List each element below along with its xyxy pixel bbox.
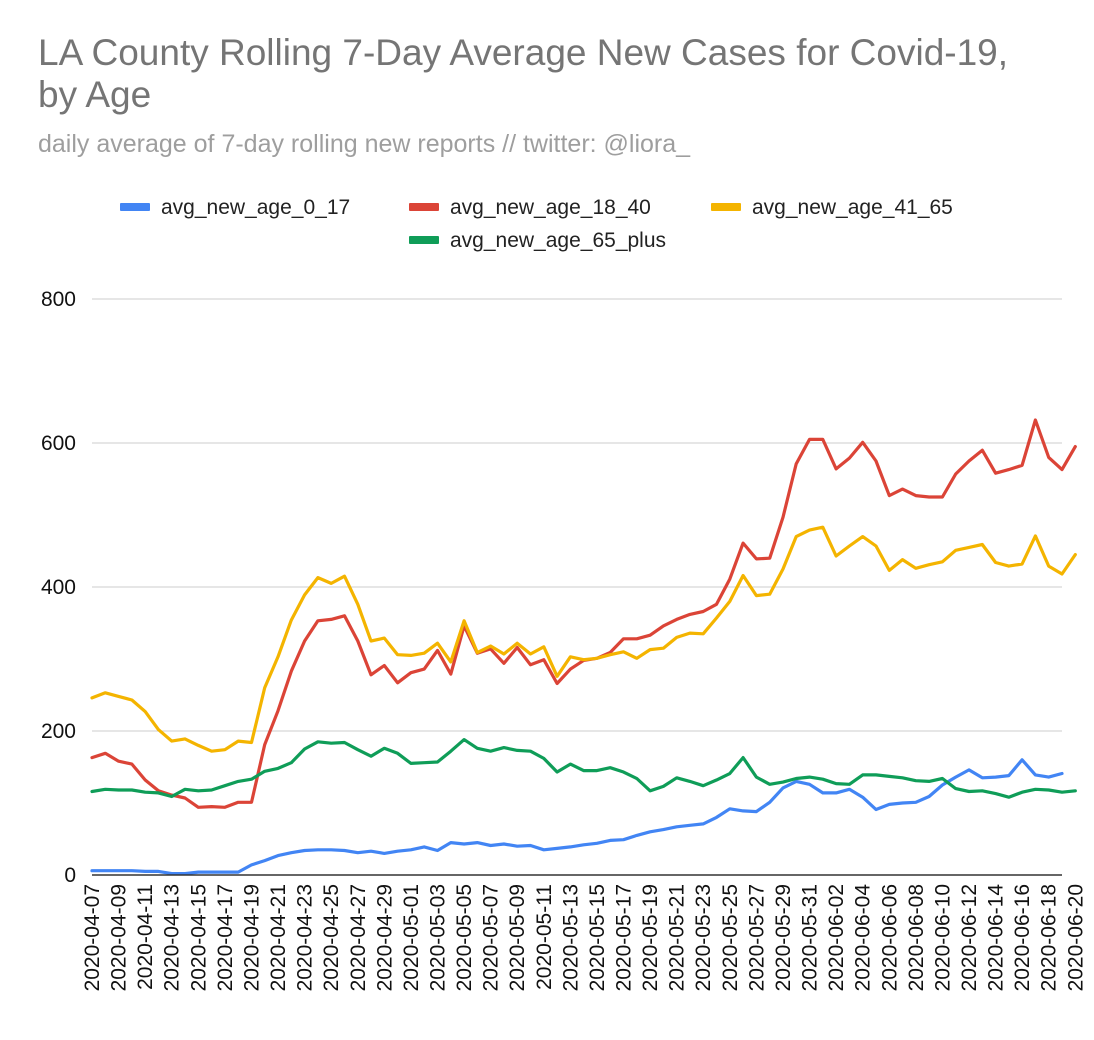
x-tick-label-2020-06-20: 2020-06-20 — [1064, 884, 1087, 991]
x-tick-label-2020-05-13: 2020-05-13 — [559, 884, 582, 991]
x-tick-label-2020-06-14: 2020-06-14 — [985, 884, 1008, 992]
x-tick-label-2020-05-07: 2020-05-07 — [480, 884, 503, 991]
x-tick-label-2020-06-06: 2020-06-06 — [878, 884, 901, 991]
x-tick-label-2020-05-01: 2020-05-01 — [400, 884, 423, 991]
x-tick-label-2020-04-27: 2020-04-27 — [347, 884, 370, 991]
legend: avg_new_age_0_17 avg_new_age_18_40 avg_new… — [120, 196, 953, 252]
y-tick-label-0: 0 — [64, 864, 76, 887]
x-tick-label-2020-06-18: 2020-06-18 — [1038, 884, 1061, 991]
y-tick-label-200: 200 — [41, 720, 76, 743]
x-tick-label-2020-05-21: 2020-05-21 — [666, 884, 689, 991]
x-tick-label-2020-04-07: 2020-04-07 — [81, 884, 104, 991]
x-tick-label-2020-04-21: 2020-04-21 — [267, 884, 290, 991]
x-tick-label-2020-05-31: 2020-05-31 — [799, 884, 822, 991]
x-tick-label-2020-05-29: 2020-05-29 — [772, 884, 795, 991]
x-tick-label-2020-04-15: 2020-04-15 — [187, 884, 210, 991]
legend-item-avg-new-age-41-65: avg_new_age_41_65 — [711, 196, 953, 219]
x-tick-label-2020-06-04: 2020-06-04 — [852, 884, 875, 992]
series-lines — [90, 418, 1077, 876]
series-line-avg-new-age-41-65 — [90, 525, 1077, 753]
legend-item-avg-new-age-65-plus: avg_new_age_65_plus — [409, 229, 666, 252]
x-tick-label-2020-04-17: 2020-04-17 — [214, 884, 237, 991]
x-tick-label-2020-04-19: 2020-04-19 — [240, 884, 263, 991]
legend-item-avg-new-age-18-40: avg_new_age_18_40 — [409, 196, 651, 219]
x-tick-label-2020-05-25: 2020-05-25 — [719, 884, 742, 991]
series-line-avg-new-age-18-40 — [90, 418, 1077, 809]
x-axis-ticks: 2020-04-07 2020-04-09 2020-04-11 2020-04-13… — [81, 884, 1087, 992]
chart-subtitle: daily average of 7-day rolling new repor… — [38, 130, 691, 158]
x-tick-label-2020-05-05: 2020-05-05 — [453, 884, 476, 991]
x-tick-label-2020-04-09: 2020-04-09 — [108, 884, 131, 991]
legend-swatch — [409, 236, 439, 244]
y-tick-label-400: 400 — [41, 576, 76, 599]
y-tick-label-600: 600 — [41, 432, 76, 455]
x-tick-label-2020-05-23: 2020-05-23 — [692, 884, 715, 991]
series-line-avg-new-age-0-17 — [90, 758, 1064, 876]
legend-label: avg_new_age_18_40 — [450, 196, 651, 219]
x-tick-label-2020-04-11: 2020-04-11 — [134, 884, 157, 990]
x-tick-label-2020-06-02: 2020-06-02 — [825, 884, 848, 991]
x-tick-label-2020-05-27: 2020-05-27 — [745, 884, 768, 991]
x-tick-label-2020-05-19: 2020-05-19 — [639, 884, 662, 991]
x-tick-label-2020-06-10: 2020-06-10 — [931, 884, 954, 991]
x-tick-label-2020-05-03: 2020-05-03 — [426, 884, 449, 991]
x-tick-label-2020-06-16: 2020-06-16 — [1011, 884, 1034, 991]
x-tick-label-2020-04-29: 2020-04-29 — [373, 884, 396, 991]
y-tick-label-800: 800 — [41, 288, 76, 311]
legend-label: avg_new_age_41_65 — [752, 196, 953, 219]
x-tick-label-2020-05-11: 2020-05-11 — [533, 884, 556, 990]
legend-swatch — [120, 203, 150, 211]
x-tick-label-2020-04-25: 2020-04-25 — [320, 884, 343, 991]
x-tick-label-2020-05-15: 2020-05-15 — [586, 884, 609, 991]
x-tick-label-2020-06-08: 2020-06-08 — [905, 884, 928, 991]
chart-title: LA County Rolling 7-Day Average New Case… — [38, 32, 1009, 115]
x-tick-label-2020-05-09: 2020-05-09 — [506, 884, 529, 991]
x-tick-label-2020-04-23: 2020-04-23 — [294, 884, 317, 991]
x-tick-label-2020-04-13: 2020-04-13 — [161, 884, 184, 991]
legend-item-avg-new-age-0-17: avg_new_age_0_17 — [120, 196, 350, 219]
y-axis-ticks: 0 200 400 600 800 — [41, 288, 76, 887]
x-tick-label-2020-06-12: 2020-06-12 — [958, 884, 981, 991]
x-tick-label-2020-05-17: 2020-05-17 — [613, 884, 636, 991]
series-line-avg-new-age-65-plus — [90, 737, 1077, 799]
legend-swatch — [409, 203, 439, 211]
legend-label: avg_new_age_65_plus — [450, 229, 666, 252]
legend-swatch — [711, 203, 741, 211]
legend-label: avg_new_age_0_17 — [161, 196, 350, 219]
